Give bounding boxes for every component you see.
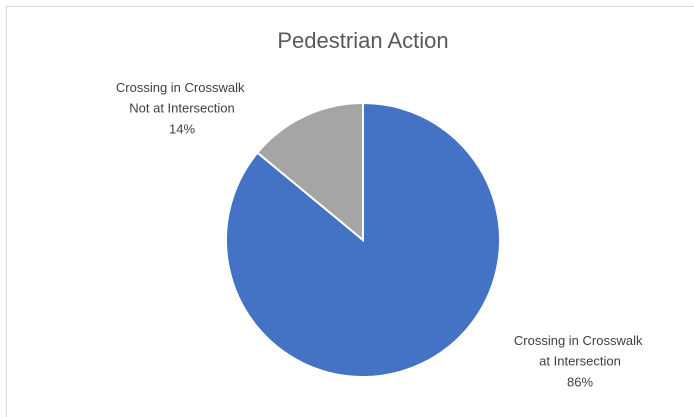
slice-value-label: 14% — [169, 121, 195, 136]
slice-category-label: Crossing in Crosswalk at Intersection — [514, 333, 646, 369]
slice-value-label: 86% — [567, 374, 593, 389]
slice-category-label: Crossing in Crosswalk Not at Intersectio… — [116, 80, 248, 116]
pie-slice — [256, 101, 364, 243]
chart-title: Pedestrian Action — [277, 28, 448, 53]
